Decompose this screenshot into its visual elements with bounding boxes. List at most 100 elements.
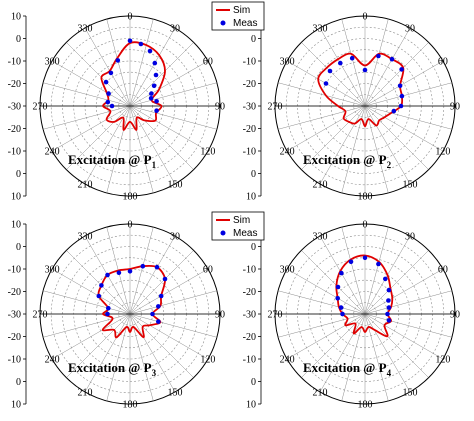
meas-point (106, 305, 111, 311)
legend-meas-label: Meas (233, 228, 257, 239)
grid-spoke (364, 313, 452, 338)
grid-spoke (364, 19, 389, 107)
radial-tick-label: -20 (8, 287, 21, 298)
angle-tick-label: 330 (313, 24, 328, 35)
grid-spoke (51, 60, 131, 107)
meas-point (158, 293, 164, 299)
panel-caption-subscript: 4 (387, 368, 392, 378)
panel-caption-subscript: 2 (387, 160, 392, 170)
radial-tick-label: -20 (243, 332, 256, 343)
radial-tick-label: 10 (11, 220, 21, 231)
grid-spoke (341, 105, 366, 193)
legend-box (211, 1, 265, 31)
meas-point (348, 259, 354, 265)
meas-point (362, 255, 368, 261)
grid-spoke (364, 105, 452, 130)
meas-point (99, 283, 104, 288)
grid-spoke (106, 313, 131, 401)
meas-point (362, 67, 368, 73)
angle-tick-label: 180 (123, 192, 138, 203)
grid-spoke (66, 42, 131, 107)
grid-spoke (301, 42, 366, 107)
radial-tick-label: -20 (243, 124, 256, 135)
legend-sim-label: Sim (233, 215, 250, 226)
meas-point (339, 270, 344, 276)
angle-tick-label: 90 (215, 102, 225, 113)
grid-spoke (364, 105, 389, 193)
angle-tick-label: 120 (200, 355, 215, 366)
radial-tick-label: 10 (11, 192, 21, 203)
meas-point (138, 41, 144, 47)
meas-point (105, 272, 110, 278)
grid-spoke (301, 313, 366, 378)
polar-panel-p1: 0306090120150180210240270300330100-10-20… (8, 12, 225, 203)
panel-caption-subscript: 1 (152, 160, 157, 170)
meas-point (148, 96, 154, 101)
grid-spoke (129, 313, 154, 401)
radial-tick-label: 0 (251, 34, 256, 45)
radial-tick-label: -20 (8, 79, 21, 90)
panel-caption: Excitation @ P4 (303, 360, 392, 378)
meas-point (338, 60, 343, 66)
angle-tick-label: 270 (268, 102, 283, 113)
grid-spoke (319, 105, 366, 185)
meas-point (106, 91, 111, 96)
grid-spoke (129, 313, 209, 360)
meas-point (383, 276, 388, 282)
legend-middle: Sim Meas (211, 211, 265, 241)
grid-spoke (364, 82, 452, 107)
sim-series-line (335, 254, 394, 338)
grid-spoke (341, 19, 366, 107)
meas-point (150, 311, 155, 317)
meas-point (386, 298, 391, 303)
angle-tick-label: 180 (358, 192, 373, 203)
meas-point (386, 287, 392, 293)
meas-point (156, 319, 161, 324)
radial-tick-label: -30 (243, 310, 256, 321)
panel-caption: Excitation @ P2 (303, 152, 392, 170)
grid-spoke (51, 268, 131, 315)
grid-spoke (43, 290, 131, 315)
radial-tick-label: 10 (246, 400, 256, 411)
grid-spoke (129, 250, 194, 315)
angle-tick-label: 300 (45, 265, 60, 276)
angle-tick-label: 90 (450, 310, 460, 321)
polar-panel-p2: 0 30 60 90 120 150 180 210 240 270 300 330 10 0 -10 -20… (243, 12, 460, 203)
meas-point (127, 38, 133, 44)
meas-point (149, 91, 154, 96)
grid-spoke (278, 313, 366, 338)
angle-tick-label: 120 (435, 355, 450, 366)
grid-spoke (364, 227, 389, 315)
grid-spoke (341, 227, 366, 315)
radial-tick-label: -20 (243, 79, 256, 90)
grid-spoke (129, 105, 217, 130)
meas-point (109, 103, 115, 109)
radial-tick-label: -20 (8, 124, 21, 135)
meas-point (153, 72, 159, 78)
angle-tick-label: 150 (168, 179, 183, 190)
grid-spoke (364, 290, 452, 315)
meas-point (376, 53, 381, 59)
grid-spoke (129, 313, 194, 378)
meas-point (147, 48, 153, 54)
meas-point (105, 311, 110, 317)
meas-point (335, 284, 341, 290)
angle-tick-label: 150 (403, 387, 418, 398)
grid-spoke (278, 105, 366, 130)
angle-tick-label: 90 (215, 310, 225, 321)
legend-meas-marker (220, 20, 226, 26)
angle-tick-label: 270 (33, 310, 48, 321)
meas-point (399, 67, 404, 72)
meas-point (103, 79, 109, 85)
angle-tick-label: 300 (280, 57, 295, 68)
panel-caption-subscript: 3 (152, 368, 157, 378)
grid-spoke (278, 82, 366, 107)
grid-spoke (278, 290, 366, 315)
radial-tick-label: 0 (16, 377, 21, 388)
grid-spoke (51, 313, 131, 360)
meas-point (105, 99, 111, 105)
grid-spoke (129, 268, 209, 315)
meas-point (152, 60, 158, 66)
meas-point (389, 56, 395, 62)
